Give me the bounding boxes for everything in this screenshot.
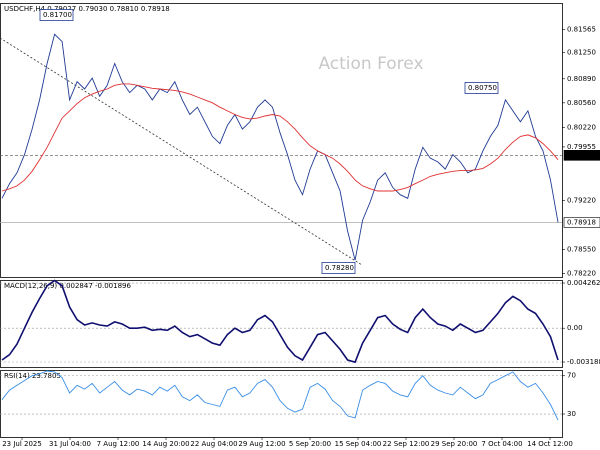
price-box [563, 217, 600, 228]
x-tick-label: 22 Sep 12:00 [383, 440, 430, 448]
y-tick-label: 0.81565 [567, 26, 596, 34]
annotation-box [39, 9, 74, 21]
annotation: 0.81700 [43, 11, 72, 19]
series-line [1, 33, 559, 261]
price-label: 0.79840 [567, 151, 596, 159]
series-line [1, 279, 559, 364]
panel [0, 3, 563, 278]
y-tick-label: 0.81250 [567, 49, 596, 57]
y-tick-label: 0.79220 [567, 196, 596, 204]
annotation: 0.80750 [468, 84, 497, 92]
x-tick-label: 15 Sep 04:00 [335, 440, 382, 448]
trend-line [0, 37, 363, 266]
y-tick-label: 0.004262 [567, 279, 600, 287]
y-tick-label: 0.80890 [567, 75, 596, 83]
y-tick-label: 0.80560 [567, 99, 596, 107]
y-tick-label: 0.78220 [567, 269, 596, 277]
x-tick-label: 7 Aug 12:00 [97, 440, 140, 448]
panel-title: USDCHF,H4 0.79027 0.79030 0.78810 0.7891… [4, 5, 170, 13]
panel [0, 280, 563, 368]
x-tick-label: 14 Oct 12:00 [527, 440, 573, 448]
x-tick-label: 31 Jul 04:00 [49, 440, 91, 448]
y-tick-label: -0.003188 [567, 358, 600, 366]
annotation-box [321, 262, 356, 274]
y-tick-label: 0.80220 [567, 124, 596, 132]
y-tick-label: 70 [567, 372, 576, 380]
watermark: Action Forex [318, 54, 423, 74]
x-tick-label: 14 Aug 20:00 [142, 440, 189, 448]
annotation-box [464, 82, 499, 94]
price-label: 0.78918 [567, 218, 596, 226]
y-tick-label: 0.79955 [567, 143, 596, 151]
x-tick-label: 29 Sep 20:00 [431, 440, 478, 448]
x-tick-label: 7 Oct 04:00 [481, 440, 522, 448]
x-tick-label: 5 Sep 20:00 [289, 440, 331, 448]
y-tick-label: 0.00 [567, 324, 583, 332]
annotation: 0.78280 [325, 264, 354, 272]
panel [0, 370, 563, 438]
y-tick-label: 0.78550 [567, 245, 596, 253]
x-tick-label: 22 Aug 04:00 [190, 440, 237, 448]
panel-title: MACD(12,26,9) 0.002847 -0.001896 [4, 282, 131, 290]
x-tick-label: 29 Aug 12:00 [238, 440, 285, 448]
series-line [1, 83, 559, 192]
series-line [1, 370, 559, 421]
price-box [563, 150, 600, 161]
y-tick-label: 30 [567, 410, 576, 418]
x-tick-label: 23 Jul 2025 [2, 440, 42, 448]
